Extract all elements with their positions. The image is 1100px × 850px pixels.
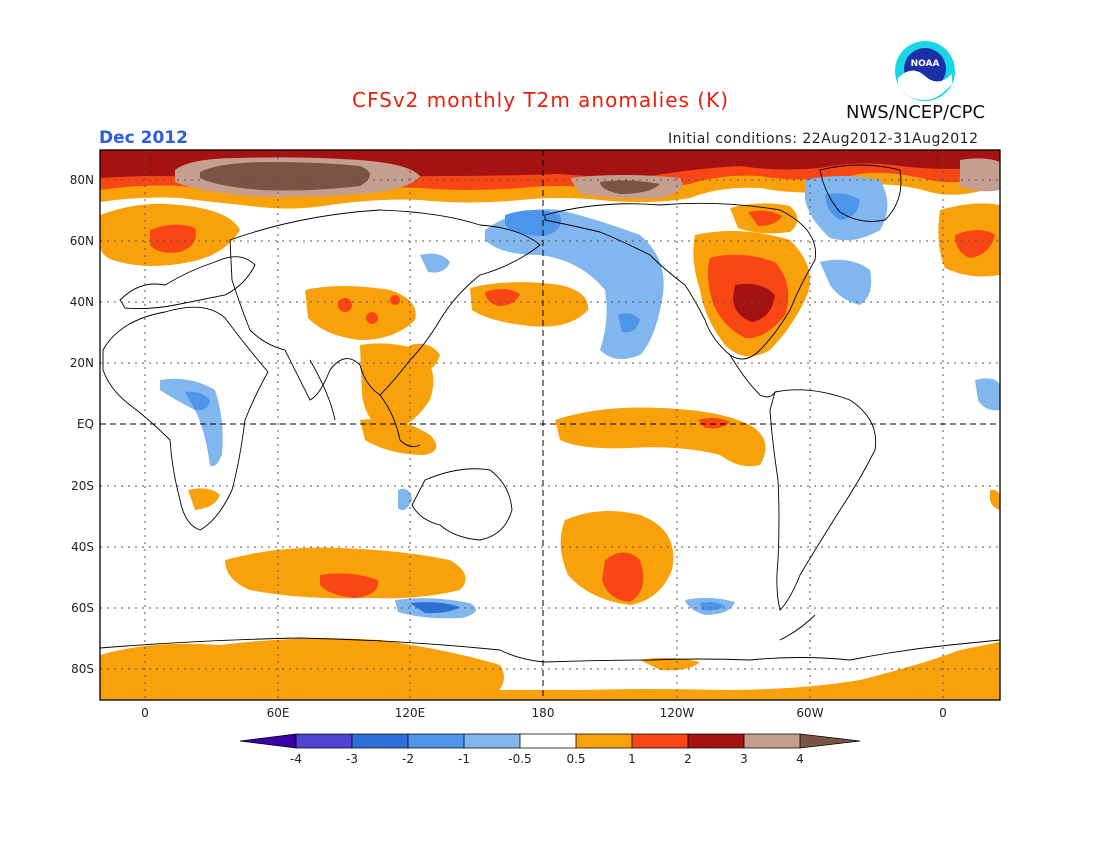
- colorbar-label: -1: [458, 752, 470, 766]
- colorbar-segment: [800, 734, 860, 748]
- coastlines: [100, 164, 1000, 663]
- logo-text: NOAA: [911, 59, 940, 69]
- colorbar-segment: [744, 734, 800, 748]
- x-tick-label: 180: [531, 706, 555, 720]
- noaa-logo: NOAA: [895, 41, 955, 101]
- x-tick-label: 0: [939, 706, 947, 720]
- agency-label: NWS/NCEP/CPC: [846, 102, 986, 123]
- y-tick-label: 20S: [71, 479, 94, 493]
- arctic-warm-region: [100, 150, 1000, 209]
- colorbar-segment: [632, 734, 688, 748]
- colorbar-label: -4: [290, 752, 302, 766]
- colorbar-segment: [464, 734, 520, 748]
- y-tick-label: 40S: [71, 540, 94, 554]
- initial-conditions: Initial conditions: 22Aug2012-31Aug2012: [668, 131, 979, 147]
- colorbar-label: 3: [740, 752, 748, 766]
- warm-regions: [100, 203, 1000, 700]
- colorbar-segment: [688, 734, 744, 748]
- chart-title: CFSv2 monthly T2m anomalies (K): [352, 88, 729, 112]
- colorbar-label: -0.5: [508, 752, 532, 766]
- colorbar-label: -3: [346, 752, 358, 766]
- colorbar-segment: [296, 734, 352, 748]
- x-tick-label: 120W: [659, 706, 695, 720]
- x-tick-label: 60W: [796, 706, 824, 720]
- colorbar-label: -2: [402, 752, 414, 766]
- y-tick-label: 60N: [69, 234, 94, 248]
- colorbar-label: 4: [796, 752, 804, 766]
- forecast-month: Dec 2012: [99, 128, 188, 148]
- y-tick-label: 60S: [71, 601, 94, 615]
- equator-dateline: [100, 150, 1000, 700]
- colorbar-label: 1: [628, 752, 636, 766]
- y-tick-label: EQ: [76, 417, 94, 431]
- x-tick-label: 120E: [394, 706, 426, 720]
- colorbar-segment: [408, 734, 464, 748]
- y-tick-label: 80S: [71, 662, 94, 676]
- y-tick-label: 20N: [69, 356, 94, 370]
- x-tick-label: 0: [141, 706, 149, 720]
- map-frame: [99, 149, 1001, 701]
- y-tick-label: 40N: [69, 295, 94, 309]
- colorbar-segment: [520, 734, 576, 748]
- colorbar-segment: [576, 734, 632, 748]
- x-tick-label: 60E: [266, 706, 290, 720]
- colorbar-label: 0.5: [566, 752, 586, 766]
- anomaly-field: [100, 150, 1000, 700]
- y-tick-label: 80N: [69, 173, 94, 187]
- colorbar-segment: [240, 734, 296, 748]
- cool-regions: [160, 176, 1000, 619]
- colorbar-segment: [352, 734, 408, 748]
- graticule: [100, 150, 1000, 700]
- colorbar-label: 2: [684, 752, 692, 766]
